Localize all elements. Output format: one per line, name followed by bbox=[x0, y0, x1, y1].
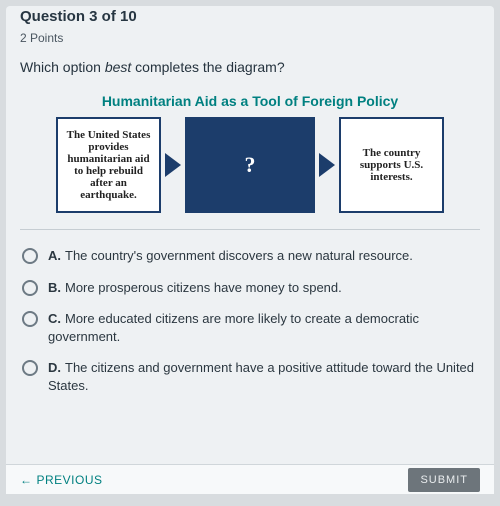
answer-options: A. The country's government discovers a n… bbox=[20, 240, 480, 401]
option-letter: B. bbox=[48, 280, 61, 295]
flow-diagram: The United States provides humanitarian … bbox=[20, 117, 480, 213]
option-d-text: D.The citizens and government have a pos… bbox=[48, 359, 478, 394]
divider bbox=[20, 229, 480, 230]
option-body: The citizens and government have a posit… bbox=[48, 360, 474, 393]
prompt-post: completes the diagram? bbox=[131, 59, 284, 75]
option-body: More prosperous citizens have money to s… bbox=[65, 280, 342, 295]
prompt-pre: Which option bbox=[20, 59, 105, 75]
radio-icon[interactable] bbox=[22, 280, 38, 296]
diagram-box-3: The country supports U.S. interests. bbox=[339, 117, 444, 213]
option-letter: C. bbox=[48, 311, 61, 326]
option-body: More educated citizens are more likely t… bbox=[48, 311, 419, 344]
option-b-text: B. More prosperous citizens have money to… bbox=[48, 279, 342, 297]
submit-button[interactable]: SUBMIT bbox=[408, 468, 480, 492]
option-c-text: C.More educated citizens are more likely… bbox=[48, 310, 478, 345]
diagram-box-2: ? bbox=[185, 117, 315, 213]
quiz-screen: Question 3 of 10 2 Points Which option b… bbox=[6, 6, 494, 494]
option-body: The country's government discovers a new… bbox=[65, 248, 413, 263]
arrow-icon bbox=[319, 153, 335, 177]
diagram-box-1: The United States provides humanitarian … bbox=[56, 117, 161, 213]
previous-label: PREVIOUS bbox=[37, 473, 103, 487]
arrow-left-icon: ← bbox=[20, 473, 33, 487]
points-label: 2 Points bbox=[20, 31, 480, 45]
option-letter: D. bbox=[48, 360, 61, 375]
arrow-icon bbox=[165, 153, 181, 177]
option-b[interactable]: B. More prosperous citizens have money to… bbox=[20, 272, 480, 304]
question-prompt: Which option best completes the diagram? bbox=[20, 59, 480, 75]
option-letter: A. bbox=[48, 248, 61, 263]
previous-button[interactable]: ← PREVIOUS bbox=[20, 473, 103, 487]
radio-icon[interactable] bbox=[22, 248, 38, 264]
option-c[interactable]: C.More educated citizens are more likely… bbox=[20, 303, 480, 352]
radio-icon[interactable] bbox=[22, 311, 38, 327]
option-d[interactable]: D.The citizens and government have a pos… bbox=[20, 352, 480, 401]
footer-bar: ← PREVIOUS SUBMIT bbox=[6, 464, 494, 494]
option-a-text: A. The country's government discovers a n… bbox=[48, 247, 413, 265]
prompt-italic: best bbox=[105, 59, 131, 75]
diagram-title: Humanitarian Aid as a Tool of Foreign Po… bbox=[20, 93, 480, 109]
question-number: Question 3 of 10 bbox=[20, 6, 480, 25]
option-a[interactable]: A. The country's government discovers a n… bbox=[20, 240, 480, 272]
radio-icon[interactable] bbox=[22, 360, 38, 376]
